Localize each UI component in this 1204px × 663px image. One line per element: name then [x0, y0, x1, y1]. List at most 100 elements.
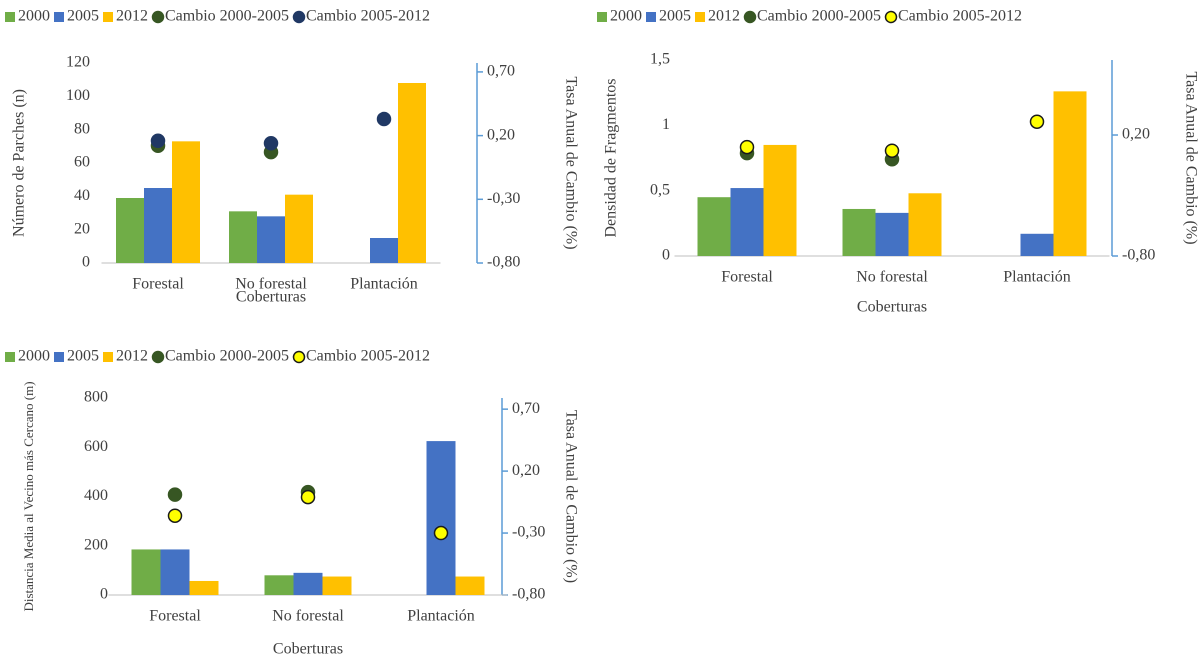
y-tick-label: 0 — [662, 247, 670, 264]
legend-label: 2005 — [67, 8, 99, 25]
chart: 0 20 40 60 80 100 120 0,70 0,20 -0,30 -0,80 Foresta… — [5, 8, 579, 306]
bar — [908, 193, 942, 256]
y2-tick-label: 0,20 — [512, 462, 540, 479]
bar — [189, 580, 219, 595]
legend-label: Cambio 2005-2012 — [306, 8, 430, 25]
y2-tick-label: -0,30 — [512, 524, 545, 541]
y-tick-label: 1,5 — [650, 51, 670, 68]
legend-marker — [54, 12, 64, 22]
bar — [229, 211, 257, 263]
y2-tick-label: -0,80 — [512, 586, 545, 603]
legend-marker — [151, 10, 165, 24]
y-tick-label: 80 — [74, 120, 90, 137]
bar — [257, 216, 285, 263]
y2-tick-label: 0,70 — [487, 63, 515, 80]
legend-marker — [103, 352, 113, 362]
bar — [455, 576, 485, 595]
y-tick-label: 0,5 — [650, 181, 670, 198]
y2-tick-label: 0,20 — [1122, 126, 1150, 143]
y-tick-label: 0 — [82, 254, 90, 271]
y-axis-title: Distancia Media al Vecino más Cercano (m… — [21, 381, 36, 611]
bar — [264, 575, 294, 595]
legend-label: Cambio 2005-2012 — [306, 348, 430, 365]
point — [884, 143, 900, 158]
x-tick-label: No forestal — [856, 269, 928, 286]
y-axis-title: Densidad de Fragmentos — [603, 78, 620, 237]
y-tick-label: 100 — [66, 87, 90, 104]
point — [150, 133, 166, 148]
chart: 0 0,5 1 1,5 0,20 -0,80 Forestal No forestal Plan… — [597, 8, 1199, 316]
legend-marker — [151, 350, 165, 364]
legend-label: 2000 — [18, 348, 50, 365]
x-tick-label: Forestal — [132, 276, 184, 293]
bar — [763, 144, 797, 256]
bar — [131, 549, 161, 595]
bar — [730, 188, 764, 256]
legend-label: 2012 — [116, 348, 148, 365]
bar — [370, 238, 398, 263]
legend-marker — [292, 350, 306, 364]
legend-marker — [743, 10, 757, 24]
legend-label: Cambio 2000-2005 — [757, 8, 881, 25]
legend-marker — [292, 10, 306, 24]
legend-label: 2005 — [67, 348, 99, 365]
y-tick-label: 400 — [84, 487, 108, 504]
y2-tick-label: -0,30 — [487, 190, 520, 207]
point — [1029, 114, 1045, 129]
legend-label: 2000 — [18, 8, 50, 25]
bar — [116, 198, 144, 263]
x-axis-title: Coberturas — [236, 289, 306, 306]
legend-marker — [597, 12, 607, 22]
x-axis-title: Coberturas — [273, 641, 343, 658]
y2-axis-title: Tasa Anual de Cambio (%) — [562, 410, 579, 583]
y-tick-label: 200 — [84, 536, 108, 553]
bar — [293, 572, 323, 595]
y2-axis-title: Tasa Anual de Cambio (%) — [562, 76, 579, 249]
y-axis-title: Número de Parches (n) — [11, 89, 28, 237]
y2-tick-label: -0,80 — [1122, 247, 1155, 264]
y-tick-label: 40 — [74, 187, 90, 204]
y-tick-label: 1 — [662, 116, 670, 133]
legend-marker — [5, 12, 15, 22]
legend-marker — [884, 10, 898, 24]
x-tick-label: Forestal — [721, 269, 773, 286]
bar — [285, 194, 313, 263]
legend-label: Cambio 2005-2012 — [898, 8, 1022, 25]
x-tick-label: Plantación — [407, 608, 475, 625]
chart: 0 200 400 600 800 0,70 0,20 -0,30 -0,80 Forestal N… — [5, 348, 579, 658]
y-tick-label: 120 — [66, 54, 90, 71]
bar — [160, 549, 190, 595]
point — [263, 136, 279, 151]
legend-marker — [54, 352, 64, 362]
legend-label: 2005 — [659, 8, 691, 25]
bar — [1053, 91, 1087, 256]
bar — [842, 208, 876, 256]
legend-label: Cambio 2000-2005 — [165, 348, 289, 365]
y-tick-label: 60 — [74, 154, 90, 171]
x-tick-label: No forestal — [235, 276, 307, 293]
bar — [426, 441, 456, 595]
legend-marker — [103, 12, 113, 22]
y-tick-label: 600 — [84, 438, 108, 455]
y2-tick-label: 0,20 — [487, 126, 515, 143]
point — [167, 487, 183, 502]
point — [433, 525, 449, 541]
bar — [172, 141, 200, 263]
legend-marker — [5, 352, 15, 362]
legend-marker — [695, 12, 705, 22]
legend-label: Cambio 2000-2005 — [165, 8, 289, 25]
y-tick-label: 0 — [100, 586, 108, 603]
x-tick-label: Forestal — [149, 608, 201, 625]
x-tick-label: No forestal — [272, 608, 344, 625]
legend-marker — [646, 12, 656, 22]
y-tick-label: 20 — [74, 220, 90, 237]
y2-tick-label: 0,70 — [512, 400, 540, 417]
bar — [697, 197, 731, 256]
x-axis-title: Coberturas — [857, 299, 927, 316]
point — [739, 139, 755, 155]
bar — [1020, 233, 1054, 256]
y-tick-label: 800 — [84, 389, 108, 406]
legend-label: 2000 — [610, 8, 642, 25]
y2-tick-label: -0,80 — [487, 254, 520, 271]
